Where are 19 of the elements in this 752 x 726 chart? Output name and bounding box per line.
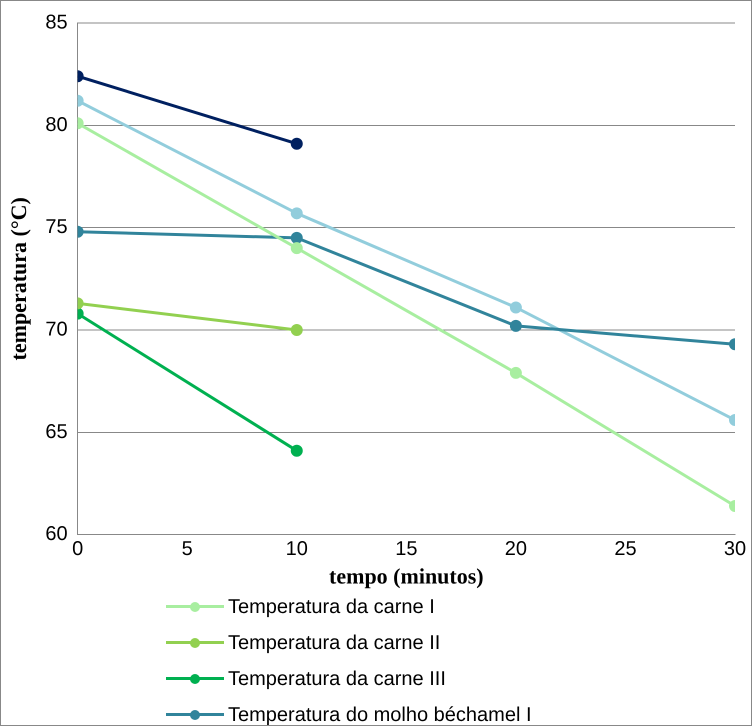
y-tick-label: 70	[45, 318, 68, 340]
x-tick-label: 20	[504, 538, 528, 560]
y-axis-title: temperatura (°C)	[6, 197, 31, 360]
x-tick-label: 10	[286, 538, 308, 560]
x-tick-label: 5	[182, 538, 193, 560]
x-tick-label: 15	[395, 538, 418, 560]
y-tick-label: 85	[45, 12, 68, 34]
legend-label: Temperatura do molho béchamel I	[228, 704, 532, 726]
x-tick-label: 25	[614, 538, 637, 560]
legend-label: Temperatura da carne I	[228, 596, 435, 618]
legend-label: Temperatura da carne II	[228, 632, 440, 654]
y-tick-label: 60	[45, 523, 68, 546]
y-tick-label: 80	[45, 114, 68, 136]
y-tick-label: 65	[45, 420, 68, 443]
legend-label: Temperatura da carne III	[228, 668, 446, 690]
y-tick-label: 75	[45, 216, 68, 238]
x-axis-title: tempo (minutos)	[329, 563, 484, 588]
x-tick-label: 30	[724, 538, 746, 560]
x-tick-label: 0	[72, 538, 84, 560]
